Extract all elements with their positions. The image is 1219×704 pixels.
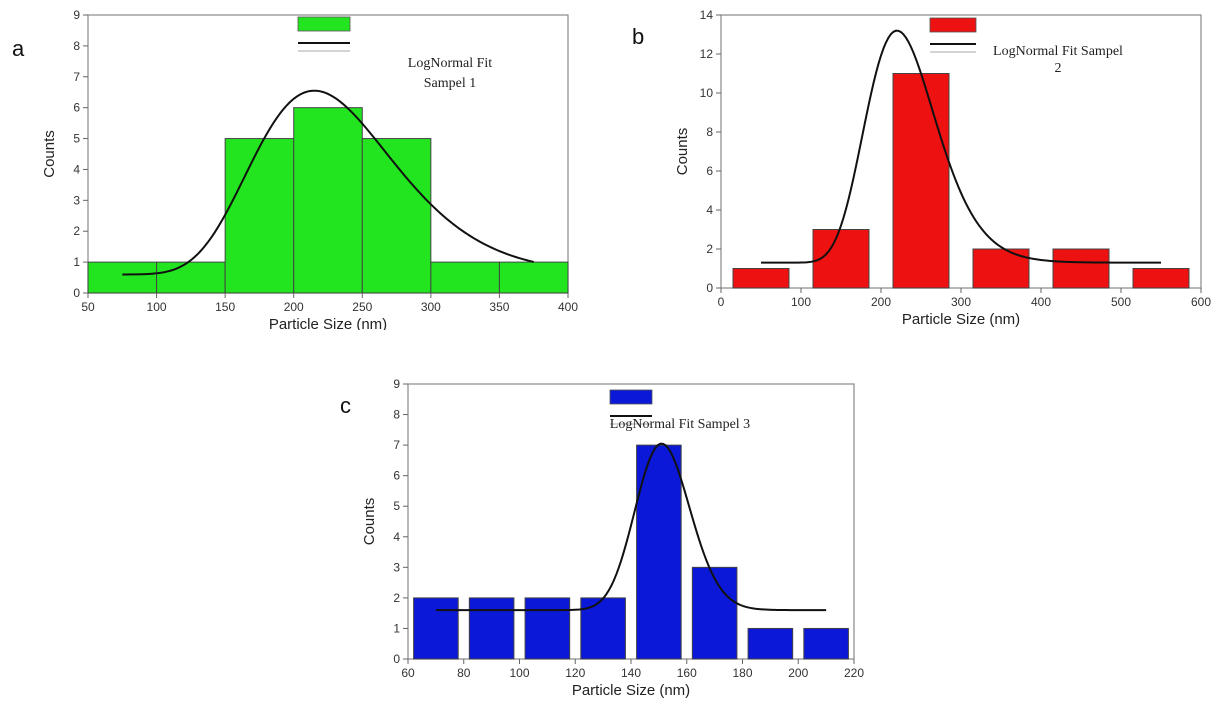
y-tick-label: 2 bbox=[73, 224, 80, 238]
bar bbox=[293, 107, 363, 294]
x-tick-label: 600 bbox=[1191, 295, 1211, 309]
plot-frame bbox=[720, 14, 1202, 289]
bar bbox=[468, 597, 515, 660]
bar bbox=[580, 597, 626, 660]
legend-text: LogNormal Fit Sampel bbox=[993, 44, 1123, 59]
bar bbox=[87, 261, 158, 294]
y-tick-label: 0 bbox=[706, 281, 713, 295]
x-axis-label: Particle Size (nm) bbox=[269, 316, 387, 330]
y-tick-label: 2 bbox=[706, 242, 713, 256]
y-axis-label: Counts bbox=[41, 130, 58, 178]
bar bbox=[1052, 248, 1110, 289]
bar bbox=[224, 138, 295, 294]
y-tick-label: 4 bbox=[393, 530, 400, 544]
y-tick-label: 10 bbox=[700, 86, 714, 100]
x-tick-label: 0 bbox=[718, 295, 725, 309]
y-tick-label: 2 bbox=[393, 591, 400, 605]
y-tick-label: 3 bbox=[393, 560, 400, 574]
y-tick-label: 0 bbox=[73, 286, 80, 300]
panel-label-b: b bbox=[632, 24, 645, 49]
x-tick-label: 220 bbox=[844, 666, 864, 680]
y-tick-label: 12 bbox=[700, 47, 714, 61]
y-tick-label: 9 bbox=[73, 8, 80, 22]
bar bbox=[803, 627, 849, 660]
y-tick-label: 3 bbox=[73, 193, 80, 207]
x-tick-label: 200 bbox=[871, 295, 891, 309]
y-axis-label: Counts bbox=[361, 498, 378, 546]
x-tick-label: 500 bbox=[1111, 295, 1131, 309]
bar bbox=[413, 597, 459, 660]
x-tick-label: 100 bbox=[147, 300, 167, 314]
y-tick-label: 5 bbox=[73, 132, 80, 146]
bar bbox=[1132, 268, 1190, 289]
x-axis-label: Particle Size (nm) bbox=[572, 682, 690, 699]
y-tick-label: 1 bbox=[393, 621, 400, 635]
x-tick-label: 160 bbox=[677, 666, 697, 680]
bar bbox=[812, 229, 870, 289]
y-tick-label: 8 bbox=[73, 39, 80, 53]
y-tick-label: 6 bbox=[393, 469, 400, 483]
x-tick-label: 300 bbox=[951, 295, 971, 309]
legend-bar-swatch bbox=[929, 17, 977, 33]
x-tick-label: 150 bbox=[215, 300, 235, 314]
bar bbox=[361, 138, 432, 294]
y-tick-label: 14 bbox=[700, 8, 714, 22]
x-tick-label: 50 bbox=[81, 300, 95, 314]
y-tick-label: 6 bbox=[706, 164, 713, 178]
x-tick-label: 80 bbox=[457, 666, 471, 680]
y-tick-label: 7 bbox=[393, 438, 400, 452]
y-tick-label: 1 bbox=[73, 255, 80, 269]
x-tick-label: 60 bbox=[401, 666, 415, 680]
legend-bar-swatch bbox=[609, 389, 653, 405]
legend-text: Sampel 1 bbox=[424, 76, 477, 91]
bar bbox=[498, 261, 569, 294]
x-tick-label: 250 bbox=[352, 300, 372, 314]
x-tick-label: 200 bbox=[284, 300, 304, 314]
x-tick-label: 350 bbox=[489, 300, 509, 314]
panel-label-a: a bbox=[12, 36, 25, 61]
bar bbox=[636, 444, 682, 660]
y-axis-label: Counts bbox=[674, 128, 691, 176]
y-tick-label: 6 bbox=[73, 101, 80, 115]
y-tick-label: 8 bbox=[393, 408, 400, 422]
x-axis-label: Particle Size (nm) bbox=[902, 311, 1020, 328]
y-tick-label: 7 bbox=[73, 70, 80, 84]
chart-panel-a: 50 100 150 200 250 300 350 400 0 1 2 3 4 5 6 7 8 9 Particl… bbox=[41, 8, 578, 330]
y-tick-label: 5 bbox=[393, 499, 400, 513]
chart-panel-c: 60 80 100 120 140 160 180 200 220 0 1 2 3 4 5 6 7 8 9 Parti… bbox=[361, 377, 864, 699]
bar bbox=[732, 268, 790, 289]
legend-text: 2 bbox=[1055, 61, 1062, 76]
bar bbox=[524, 597, 571, 660]
legend-text: LogNormal Fit Sampel 3 bbox=[610, 417, 750, 432]
y-tick-label: 8 bbox=[706, 125, 713, 139]
fit-curve bbox=[761, 29, 1161, 264]
x-tick-label: 200 bbox=[788, 666, 808, 680]
fit-curve bbox=[122, 89, 534, 276]
y-tick-label: 0 bbox=[393, 652, 400, 666]
fit-curve bbox=[435, 442, 827, 612]
bar bbox=[156, 261, 226, 294]
y-tick-label: 9 bbox=[393, 377, 400, 391]
legend-text: LogNormal Fit bbox=[408, 56, 492, 71]
bar bbox=[747, 627, 794, 660]
panel-label-c: c bbox=[340, 393, 351, 418]
x-tick-label: 100 bbox=[509, 666, 529, 680]
y-tick-label: 4 bbox=[73, 162, 80, 176]
y-tick-label: 4 bbox=[706, 203, 713, 217]
bar bbox=[892, 73, 950, 289]
legend-bar-swatch bbox=[297, 16, 351, 32]
bar bbox=[691, 566, 738, 660]
x-tick-label: 180 bbox=[732, 666, 752, 680]
x-tick-label: 100 bbox=[791, 295, 811, 309]
x-tick-label: 300 bbox=[421, 300, 441, 314]
chart-panel-b: 0 100 200 300 400 500 600 0 2 4 6 8 10 12 14 Particle S… bbox=[674, 8, 1211, 328]
bar bbox=[430, 261, 500, 294]
x-tick-label: 400 bbox=[558, 300, 578, 314]
x-tick-label: 400 bbox=[1031, 295, 1051, 309]
x-tick-label: 140 bbox=[621, 666, 641, 680]
x-tick-label: 120 bbox=[565, 666, 585, 680]
